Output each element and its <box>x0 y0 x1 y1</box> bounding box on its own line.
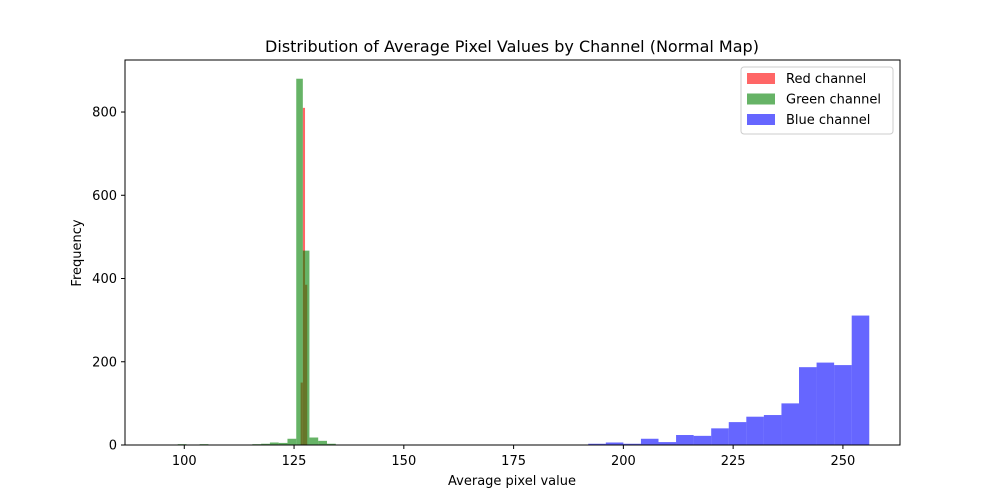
x-tick-label: 175 <box>501 454 526 469</box>
x-tick-label: 225 <box>721 454 746 469</box>
histogram-bar <box>296 78 303 445</box>
histogram-bar <box>834 365 852 445</box>
histogram-bar <box>658 442 677 445</box>
y-tick-label: 600 <box>92 189 117 204</box>
histogram-bar <box>318 440 327 445</box>
histogram-bar <box>302 250 310 445</box>
chart-title: Distribution of Average Pixel Values by … <box>265 37 759 56</box>
y-tick-label: 800 <box>92 106 117 121</box>
histogram-bar <box>746 416 764 445</box>
x-axis-ticks: 100 125 150 175 200 225 250 <box>172 445 855 469</box>
x-tick-label: 200 <box>611 454 636 469</box>
histogram-bar <box>799 367 817 445</box>
x-tick-label: 100 <box>172 454 197 469</box>
legend-label: Blue channel <box>786 113 870 128</box>
x-axis-label: Average pixel value <box>448 474 576 489</box>
histogram-bar <box>851 315 870 445</box>
histogram-bar <box>816 362 835 445</box>
histogram-bar <box>326 443 336 445</box>
histogram-bar <box>278 442 288 445</box>
legend-label: Green channel <box>786 93 881 108</box>
histogram-bar <box>269 442 279 445</box>
histogram-bar <box>693 435 712 445</box>
x-tick-label: 125 <box>282 454 307 469</box>
histogram-bar <box>261 443 270 445</box>
y-tick-label: 400 <box>92 272 117 287</box>
histogram-bar <box>781 403 800 445</box>
legend-swatch <box>747 93 775 105</box>
bars-layer <box>177 78 870 445</box>
histogram-bar <box>711 428 729 445</box>
histogram-bar <box>640 438 659 445</box>
histogram-bar <box>763 415 782 445</box>
histogram-bar <box>676 435 694 445</box>
histogram-bar <box>309 437 319 445</box>
legend-swatch <box>747 73 775 84</box>
histogram-bar <box>605 442 624 445</box>
histogram-bar <box>728 422 747 445</box>
plot-frame <box>124 59 901 446</box>
y-tick-label: 0 <box>109 439 117 454</box>
y-axis-ticks: 0 200 400 600 800 <box>92 106 125 454</box>
histogram-bar <box>623 443 641 445</box>
histogram-bar <box>287 438 297 445</box>
x-tick-label: 250 <box>831 454 856 469</box>
legend-label: Red channel <box>786 72 866 87</box>
x-tick-label: 150 <box>391 454 416 469</box>
histogram-bar <box>588 443 606 445</box>
legend: Red channel Green channel Blue channel <box>740 66 894 135</box>
y-tick-label: 200 <box>92 355 117 370</box>
legend-frame <box>740 66 894 135</box>
legend-swatch <box>747 114 775 125</box>
y-axis-label: Frequency <box>70 219 85 286</box>
